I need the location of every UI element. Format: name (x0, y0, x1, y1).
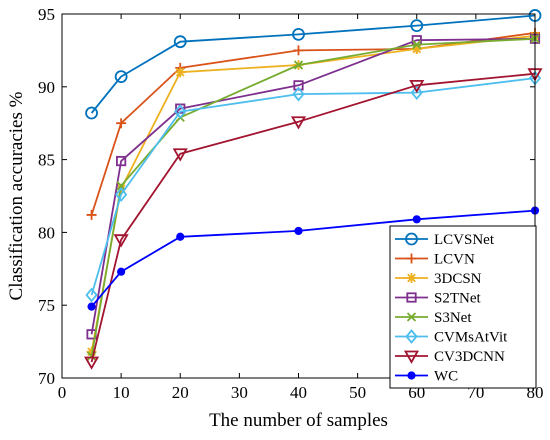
series-line-wc (90, 209, 536, 308)
legend-item-s3net: S3Net (395, 310, 472, 326)
data-point-3dcsn (175, 67, 186, 78)
data-point-wc (412, 215, 421, 224)
data-point-wc (294, 226, 303, 236)
y-axis-title: Classification accuracies % (6, 91, 27, 300)
data-point-cvmsatvit (410, 85, 423, 101)
plot-marks (84, 9, 543, 370)
data-point-cvmsatvit (174, 104, 187, 119)
series-wc (87, 206, 540, 311)
legend-marker-lcvn (406, 253, 417, 264)
plot-frame (61, 13, 536, 379)
legend-item-cvmsatvit: CVMsAtVit (395, 329, 508, 346)
legend-marker-s3net (406, 312, 417, 322)
data-point-cvmsatvit (292, 86, 305, 102)
legend-label-cv3dcnn: CV3DCNN (434, 349, 505, 365)
data-point-wc (117, 267, 126, 276)
legend-box (389, 225, 537, 389)
legend-label-s2tnet: S2TNet (434, 291, 481, 307)
data-point-s3net (412, 39, 422, 50)
data-point-cv3dcnn (84, 356, 100, 370)
data-point-lcvn (293, 45, 304, 56)
data-point-lcvsnet (85, 106, 98, 120)
legend-marker-wc (407, 371, 416, 380)
x-tick-label: 10 (113, 383, 130, 402)
series-line-lcvn (90, 32, 536, 216)
x-tick-label: 0 (58, 383, 67, 402)
x-tick-label: 20 (172, 383, 189, 402)
series-line-cvmsatvit (90, 77, 536, 296)
x-axis-title: The number of samples (209, 410, 388, 431)
y-tick-label: 80 (38, 223, 55, 242)
series-line-s2tnet (90, 37, 536, 335)
data-point-cvmsatvit (114, 187, 128, 202)
legend-marker-cv3dcnn (403, 350, 420, 364)
data-point-s3net (293, 60, 304, 70)
legend-item-lcvsnet: LCVSNet (395, 232, 495, 248)
legend-marker-lcvsnet (405, 232, 418, 246)
data-point-lcvsnet (410, 19, 424, 33)
legend-label-s3net: S3Net (434, 310, 472, 326)
legend-label-wc: WC (434, 369, 458, 385)
legend-item-s2tnet: S2TNet (395, 291, 481, 307)
legend-item-3dcsn: 3DCSN (395, 271, 482, 287)
legend-label-cvmsatvit: CVMsAtVit (434, 330, 508, 346)
data-point-s2tnet (293, 80, 304, 91)
x-tick-label: 40 (290, 383, 307, 402)
legend-marker-s2tnet (406, 292, 417, 303)
data-point-lcvsnet (292, 27, 305, 41)
data-point-lcvn (86, 209, 97, 220)
data-point-cv3dcnn (113, 234, 129, 248)
y-tick-label: 85 (38, 151, 55, 170)
legend-label-3dcsn: 3DCSN (434, 271, 482, 287)
series-line-lcvsnet (90, 14, 536, 114)
data-point-s2tnet (116, 155, 127, 167)
legend-item-lcvn: LCVN (395, 252, 475, 268)
data-point-wc (176, 232, 185, 241)
x-tick-label: 50 (349, 383, 366, 402)
y-tick-label: 75 (38, 296, 55, 315)
data-point-lcvn (116, 118, 127, 129)
data-point-s3net (116, 181, 126, 191)
series-lcvsnet (85, 9, 542, 120)
legend-item-cv3dcnn: CV3DCNN (395, 349, 505, 365)
data-point-cvmsatvit (85, 287, 98, 303)
x-tick-label: 30 (231, 383, 248, 402)
legend-label-lcvsnet: LCVSNet (434, 232, 495, 248)
data-point-cv3dcnn (290, 116, 307, 130)
legend-marker-3dcsn (406, 273, 417, 283)
y-tick-label: 90 (38, 78, 55, 97)
data-point-wc (87, 302, 96, 311)
data-point-lcvsnet (173, 35, 187, 49)
legend-marker-cvmsatvit (405, 329, 418, 344)
series-line-cv3dcnn (90, 72, 536, 363)
y-tick-label: 95 (38, 5, 55, 24)
data-point-lcvsnet (114, 70, 128, 84)
legend-label-lcvn: LCVN (434, 252, 475, 268)
legend: LCVSNet LCVN 3DCSN S2TNet S3Net CVMsAtVit CV3D… (389, 225, 537, 389)
legend-item-wc: WC (395, 369, 458, 385)
series-cv3dcnn (84, 68, 543, 370)
data-point-cv3dcnn (409, 79, 425, 94)
data-point-3dcsn (411, 43, 422, 54)
y-tick-label: 70 (38, 369, 55, 388)
data-point-cv3dcnn (172, 148, 188, 162)
